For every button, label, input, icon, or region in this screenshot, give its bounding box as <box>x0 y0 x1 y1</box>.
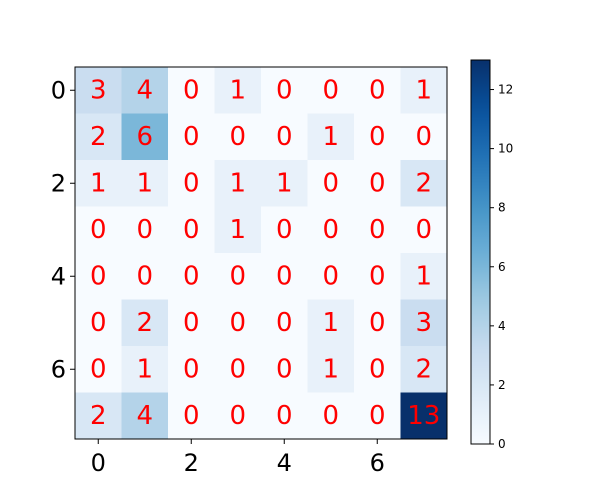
y-tick-label-6: 6 <box>51 355 66 383</box>
cell-value-r3-c5: 0 <box>322 215 339 245</box>
x-tick-label-6: 6 <box>370 449 385 477</box>
cell-value-r4-c2: 0 <box>183 261 200 291</box>
y-tick-label-2: 2 <box>51 169 66 197</box>
cell-value-r0-c4: 0 <box>276 75 293 105</box>
cell-value-r1-c7: 0 <box>415 122 432 152</box>
cell-value-r4-c5: 0 <box>322 261 339 291</box>
cell-value-r5-c3: 0 <box>229 308 246 338</box>
cell-value-r7-c1: 4 <box>136 401 153 431</box>
cell-value-r6-c4: 0 <box>276 354 293 384</box>
cell-value-r3-c7: 0 <box>415 215 432 245</box>
cell-value-r4-c0: 0 <box>90 261 107 291</box>
colorbar-tick-label-4: 4 <box>498 319 506 333</box>
cell-value-r2-c5: 0 <box>322 168 339 198</box>
y-tick-label-0: 0 <box>51 76 66 104</box>
cell-value-r4-c1: 0 <box>136 261 153 291</box>
y-axis: 0 2 4 6 <box>51 76 75 383</box>
cell-value-r7-c5: 0 <box>322 401 339 431</box>
cell-value-r2-c1: 1 <box>136 168 153 198</box>
cell-value-r2-c6: 0 <box>369 168 386 198</box>
cell-value-r3-c6: 0 <box>369 215 386 245</box>
cell-value-r0-c3: 1 <box>229 75 246 105</box>
cell-value-r7-c4: 0 <box>276 401 293 431</box>
cell-value-r1-c4: 0 <box>276 122 293 152</box>
cell-value-r5-c6: 0 <box>369 308 386 338</box>
cell-value-r6-c6: 0 <box>369 354 386 384</box>
colorbar-gradient <box>471 60 490 444</box>
y-tick-label-4: 4 <box>51 262 66 290</box>
cell-value-r5-c2: 0 <box>183 308 200 338</box>
cell-value-r2-c2: 0 <box>183 168 200 198</box>
cell-value-r6-c2: 0 <box>183 354 200 384</box>
cell-value-r4-c3: 0 <box>229 261 246 291</box>
x-tick-label-0: 0 <box>91 449 106 477</box>
cell-value-r0-c1: 4 <box>136 75 153 105</box>
cell-value-r3-c0: 0 <box>90 215 107 245</box>
cell-value-r6-c5: 1 <box>322 354 339 384</box>
heatmap-cells <box>75 67 448 440</box>
colorbar-tick-label-2: 2 <box>498 378 506 392</box>
cell-value-r6-c0: 0 <box>90 354 107 384</box>
cell-value-r2-c7: 2 <box>415 168 432 198</box>
cell-value-r1-c2: 0 <box>183 122 200 152</box>
cell-value-r2-c0: 1 <box>90 168 107 198</box>
cell-value-r3-c3: 1 <box>229 215 246 245</box>
x-tick-label-2: 2 <box>184 449 199 477</box>
cell-value-r1-c5: 1 <box>322 122 339 152</box>
x-axis: 0 2 4 6 <box>91 439 385 477</box>
cell-value-r6-c3: 0 <box>229 354 246 384</box>
cell-value-r7-c7: 13 <box>407 401 440 431</box>
cell-value-r3-c4: 0 <box>276 215 293 245</box>
cell-value-r7-c6: 0 <box>369 401 386 431</box>
cell-value-r3-c1: 0 <box>136 215 153 245</box>
cell-value-r7-c3: 0 <box>229 401 246 431</box>
cell-value-r1-c6: 0 <box>369 122 386 152</box>
cell-value-r2-c4: 1 <box>276 168 293 198</box>
cell-value-r6-c7: 2 <box>415 354 432 384</box>
colorbar-tick-label-0: 0 <box>498 437 506 451</box>
cell-value-r0-c7: 1 <box>415 75 432 105</box>
cell-value-r7-c2: 0 <box>183 401 200 431</box>
cell-value-r4-c6: 0 <box>369 261 386 291</box>
cell-value-r1-c0: 2 <box>90 122 107 152</box>
colorbar-tick-label-6: 6 <box>498 260 506 274</box>
cell-value-r5-c4: 0 <box>276 308 293 338</box>
cell-value-r0-c6: 0 <box>369 75 386 105</box>
cell-value-r5-c5: 1 <box>322 308 339 338</box>
cell-value-r4-c7: 1 <box>415 261 432 291</box>
colorbar-tick-label-8: 8 <box>498 201 506 215</box>
cell-value-r1-c3: 0 <box>229 122 246 152</box>
cell-value-r4-c4: 0 <box>276 261 293 291</box>
cell-value-r2-c3: 1 <box>229 168 246 198</box>
colorbar-tick-label-10: 10 <box>498 142 513 156</box>
cell-value-r6-c1: 1 <box>136 354 153 384</box>
cell-value-r7-c0: 2 <box>90 401 107 431</box>
cell-value-r0-c5: 0 <box>322 75 339 105</box>
cell-value-r5-c0: 0 <box>90 308 107 338</box>
colorbar-tick-label-12: 12 <box>498 83 513 97</box>
cell-value-r0-c0: 3 <box>90 75 107 105</box>
cell-value-r0-c2: 0 <box>183 75 200 105</box>
colorbar: 0 2 4 6 8 10 12 <box>471 60 513 451</box>
cell-value-r3-c2: 0 <box>183 215 200 245</box>
cell-value-r5-c7: 3 <box>415 308 432 338</box>
cell-value-r5-c1: 2 <box>136 308 153 338</box>
x-tick-label-4: 4 <box>277 449 292 477</box>
cell-value-r1-c1: 6 <box>136 122 153 152</box>
